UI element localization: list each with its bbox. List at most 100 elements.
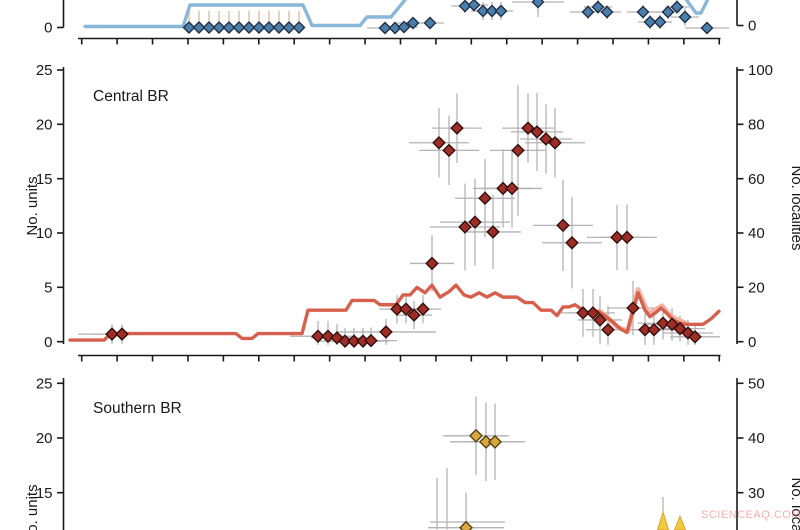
blue-diamond bbox=[378, 21, 392, 35]
southern-left-axis-tick-label: 15 bbox=[36, 485, 53, 502]
central-right-axis-tick-label: 60 bbox=[748, 171, 765, 188]
yellow-diamond bbox=[479, 434, 493, 449]
red-diamond bbox=[450, 121, 464, 135]
blue-series-line bbox=[83, 0, 710, 29]
southern-panel-title: Southern BR bbox=[93, 400, 182, 417]
blue-diamond bbox=[282, 21, 296, 34]
yellow-diamond-cut bbox=[673, 514, 687, 530]
panel-southern bbox=[428, 396, 687, 530]
blue-diamond bbox=[661, 5, 675, 19]
red-diamond bbox=[407, 308, 421, 322]
blue-diamond bbox=[192, 21, 206, 34]
blue-diamond bbox=[494, 4, 508, 18]
central-left-axis-tick-label: 25 bbox=[36, 62, 53, 79]
red-diamond bbox=[565, 235, 579, 250]
central-left-axis-tick-label: 10 bbox=[36, 225, 53, 242]
central-right-axis-tick-label: 100 bbox=[748, 62, 773, 79]
blue-diamond bbox=[531, 0, 545, 9]
blue-diamond bbox=[222, 21, 236, 34]
red-diamond bbox=[105, 327, 119, 341]
central-panel-title: Central BR bbox=[93, 88, 169, 105]
southern-left-axis-tick-label: 25 bbox=[36, 376, 53, 393]
central-left-axis-tick-label: 20 bbox=[36, 117, 53, 134]
central-left-axis-tick-label: 5 bbox=[44, 280, 52, 297]
red-diamond bbox=[321, 329, 335, 344]
red-diamond bbox=[593, 313, 607, 327]
red-diamond bbox=[638, 322, 652, 337]
blue-diamond bbox=[232, 21, 246, 34]
blue-diamond bbox=[397, 20, 411, 34]
red-diamond bbox=[610, 230, 624, 245]
blue-diamond bbox=[212, 21, 226, 34]
red-diamond bbox=[548, 135, 562, 150]
red-diamond bbox=[656, 316, 670, 331]
red-diamond bbox=[511, 143, 525, 158]
red-diamond bbox=[115, 327, 129, 341]
red-diamond bbox=[496, 181, 510, 196]
central-right-axis-tick-label: 0 bbox=[748, 334, 756, 351]
red-diamond bbox=[442, 143, 456, 158]
central-ylabel-right: No. localities bbox=[788, 165, 800, 250]
blue-diamond bbox=[485, 4, 499, 18]
blue-diamond bbox=[636, 5, 650, 19]
blue-diamond bbox=[202, 21, 216, 34]
red-series-line bbox=[68, 283, 721, 342]
red-diamond bbox=[688, 330, 702, 344]
blue-diamond bbox=[242, 21, 256, 34]
red-diamond bbox=[468, 215, 482, 229]
blue-diamond bbox=[476, 4, 490, 18]
red-diamond bbox=[586, 306, 600, 320]
red-diamond bbox=[576, 306, 590, 320]
red-diamond bbox=[347, 334, 361, 348]
panel-top bbox=[83, 0, 729, 35]
southern-ylabel-right: No. localities bbox=[788, 477, 800, 530]
central-left-axis-tick-label: 0 bbox=[44, 334, 52, 351]
red-diamond bbox=[390, 302, 404, 316]
red-diamond bbox=[432, 135, 446, 150]
blue-diamond bbox=[292, 21, 306, 34]
red-diamond bbox=[478, 191, 492, 206]
red-diamond bbox=[673, 321, 687, 336]
red-diamond bbox=[311, 329, 325, 344]
red-diamond bbox=[620, 230, 634, 245]
red-diamond bbox=[425, 256, 439, 271]
southern-right-axis-tick-label: 40 bbox=[748, 430, 765, 447]
yellow-diamond bbox=[459, 520, 473, 530]
red-diamond bbox=[486, 225, 500, 239]
blue-diamond bbox=[653, 15, 667, 29]
yellow-diamond bbox=[469, 428, 483, 443]
yellow-diamond bbox=[488, 434, 502, 449]
blue-diamond bbox=[600, 5, 614, 19]
blue-diamond bbox=[591, 0, 605, 14]
red-diamond bbox=[338, 334, 352, 348]
central-left-axis-tick-label: 15 bbox=[36, 171, 53, 188]
top-right-axis-tick-label: 0 bbox=[748, 18, 756, 35]
blue-diamond bbox=[182, 21, 196, 34]
southern-right-axis-tick-label: 30 bbox=[748, 485, 765, 502]
southern-ylabel-left: No. units bbox=[24, 484, 41, 530]
red-diamond bbox=[521, 121, 535, 135]
southern-left-axis-tick-label: 20 bbox=[36, 430, 53, 447]
red-diamond bbox=[647, 322, 661, 337]
blue-diamond bbox=[581, 5, 595, 19]
blue-diamond bbox=[700, 21, 714, 35]
top-left-axis-tick-label: 0 bbox=[44, 20, 52, 37]
central-ylabel-left: No. units bbox=[24, 176, 41, 235]
red-diamond bbox=[458, 220, 472, 234]
watermark: SCIENCEAQ.COM bbox=[701, 509, 800, 521]
central-right-axis-tick-label: 40 bbox=[748, 225, 765, 242]
central-right-axis-tick-label: 20 bbox=[748, 280, 765, 297]
yellow-diamond-cut bbox=[656, 510, 670, 530]
blue-diamond bbox=[262, 21, 276, 34]
red-diamond bbox=[505, 181, 519, 196]
red-diamond bbox=[399, 302, 413, 316]
blue-diamond bbox=[678, 10, 692, 24]
central-right-axis-tick-label: 80 bbox=[748, 117, 765, 134]
red-diamond bbox=[681, 326, 695, 340]
southern-right-axis-tick-label: 50 bbox=[748, 376, 765, 393]
red-diamond bbox=[539, 132, 553, 146]
red-diamond bbox=[556, 218, 570, 233]
